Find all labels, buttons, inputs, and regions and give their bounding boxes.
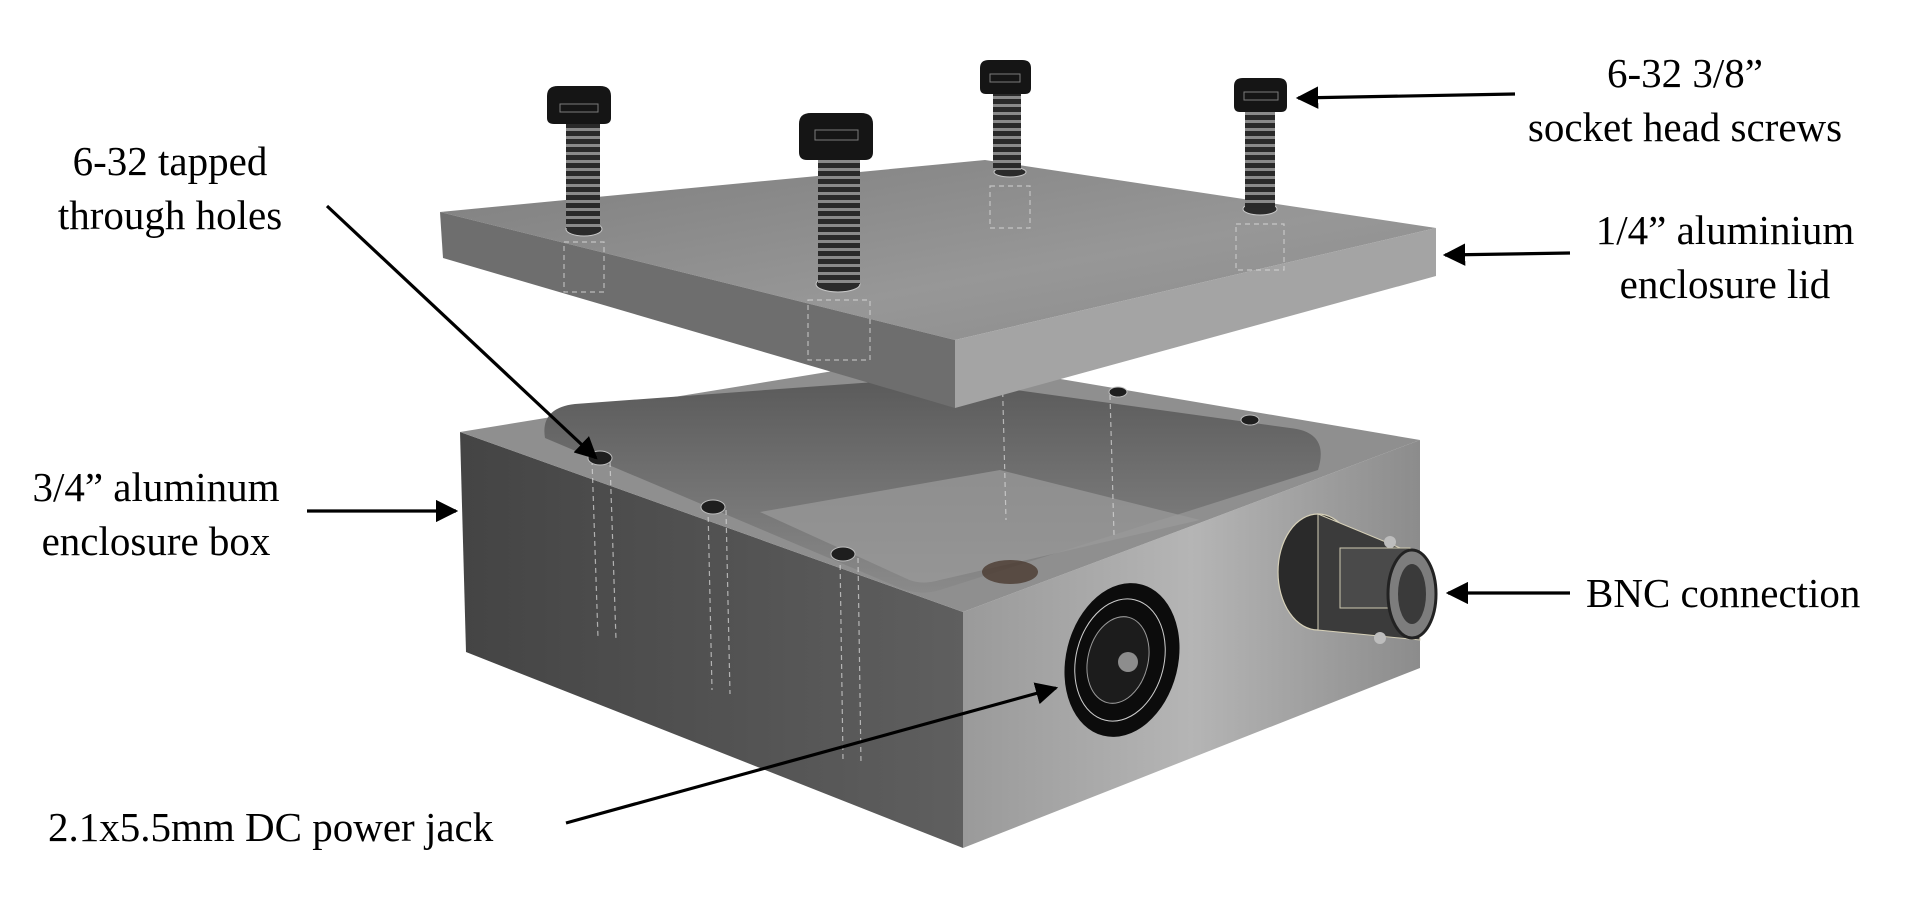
label-bnc-line1: BNC connection (1586, 570, 1861, 616)
label-bnc: BNC connection (1586, 566, 1860, 620)
label-box-line2: enclosure box (41, 518, 271, 564)
tapped-hole (830, 546, 856, 562)
label-lid-line2: enclosure lid (1619, 261, 1831, 307)
lid-top-face (440, 160, 1436, 340)
label-dc-jack: 2.1x5.5mm DC power jack (48, 800, 493, 854)
bnc-connector (1277, 513, 1438, 644)
label-screws-line1: 6-32 3/8” (1607, 50, 1763, 96)
enclosure-lid (440, 160, 1436, 408)
screw (547, 86, 611, 228)
screw (1234, 78, 1287, 208)
tapped-hole (1108, 386, 1128, 398)
tapped-hole (1240, 414, 1260, 426)
box-left-face (460, 432, 963, 848)
arrow-screws (1295, 86, 1516, 109)
arrow-lid (1442, 243, 1571, 266)
tapped-hole (700, 499, 726, 515)
cavity-floor (760, 470, 1200, 583)
label-screws: 6-32 3/8” socket head screws (1490, 46, 1880, 154)
lid-front-face (440, 212, 955, 408)
label-box: 3/4” aluminum enclosure box (6, 460, 306, 568)
label-dc-jack-line1: 2.1x5.5mm DC power jack (48, 804, 494, 850)
screw (980, 60, 1031, 170)
label-lid-line1: 1/4” aluminium (1595, 207, 1855, 253)
label-lid: 1/4” aluminium enclosure lid (1570, 203, 1880, 311)
label-tapped-holes-line2: through holes (57, 192, 283, 238)
dc-power-jack (1064, 583, 1180, 737)
screw (799, 113, 873, 284)
label-tapped-holes: 6-32 tapped through holes (20, 134, 320, 242)
lid-right-face (955, 228, 1436, 408)
label-tapped-holes-line1: 6-32 tapped (72, 138, 268, 184)
label-screws-line2: socket head screws (1527, 104, 1843, 150)
arrow-dc-jack (565, 682, 1059, 825)
label-box-line1: 3/4” aluminum (32, 464, 280, 510)
enclosure-box (460, 356, 1420, 848)
arrow-tapped-holes (325, 204, 598, 460)
